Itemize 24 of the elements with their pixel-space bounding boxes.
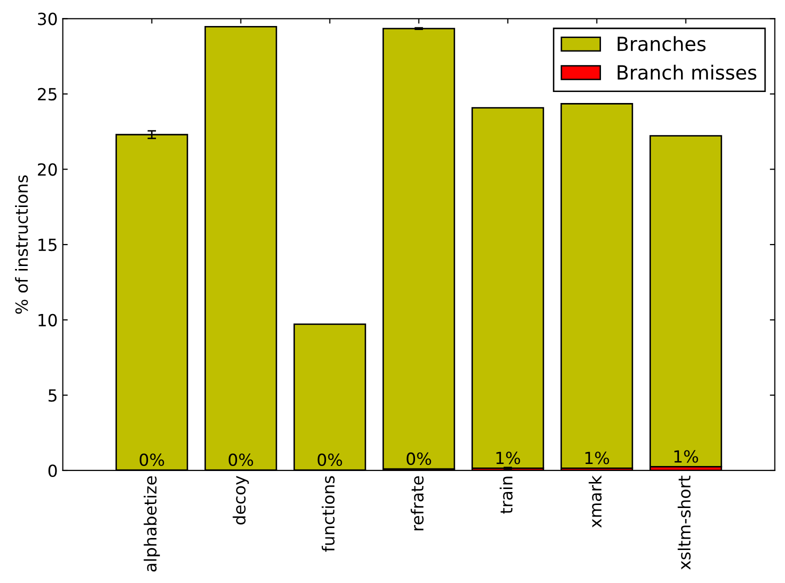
x-tick-label: xmark xyxy=(588,475,602,528)
y-tick-label: 5 xyxy=(48,389,56,402)
annotation: 1% xyxy=(585,452,610,464)
y-axis-title: % of instructions xyxy=(15,175,28,314)
legend-label: Branches xyxy=(618,36,706,52)
x-tick-label: train xyxy=(500,476,513,514)
y-tick-label: 15 xyxy=(38,238,56,252)
x-tick-label: alphabetize xyxy=(144,476,160,572)
y-tick-label: 0 xyxy=(48,464,57,478)
annotation: 0% xyxy=(228,453,254,466)
y-tick-label: 10 xyxy=(38,314,57,326)
x-tick-label: decoy xyxy=(232,476,249,524)
legend-label: Branch misses xyxy=(618,64,756,80)
annotation: 0% xyxy=(140,453,164,466)
y-tick-label: 30 xyxy=(38,12,57,26)
y-tick-label: 20 xyxy=(38,163,57,176)
annotation: 0% xyxy=(406,452,432,465)
x-tick-label: xsltm-short xyxy=(678,476,691,570)
x-tick-label: functions xyxy=(322,476,335,552)
annotation: 1% xyxy=(496,452,520,464)
x-tick-label: refrate xyxy=(410,476,424,530)
annotation: 0% xyxy=(318,453,342,466)
annotation: 1% xyxy=(674,450,698,463)
y-tick-label: 25 xyxy=(38,88,56,101)
